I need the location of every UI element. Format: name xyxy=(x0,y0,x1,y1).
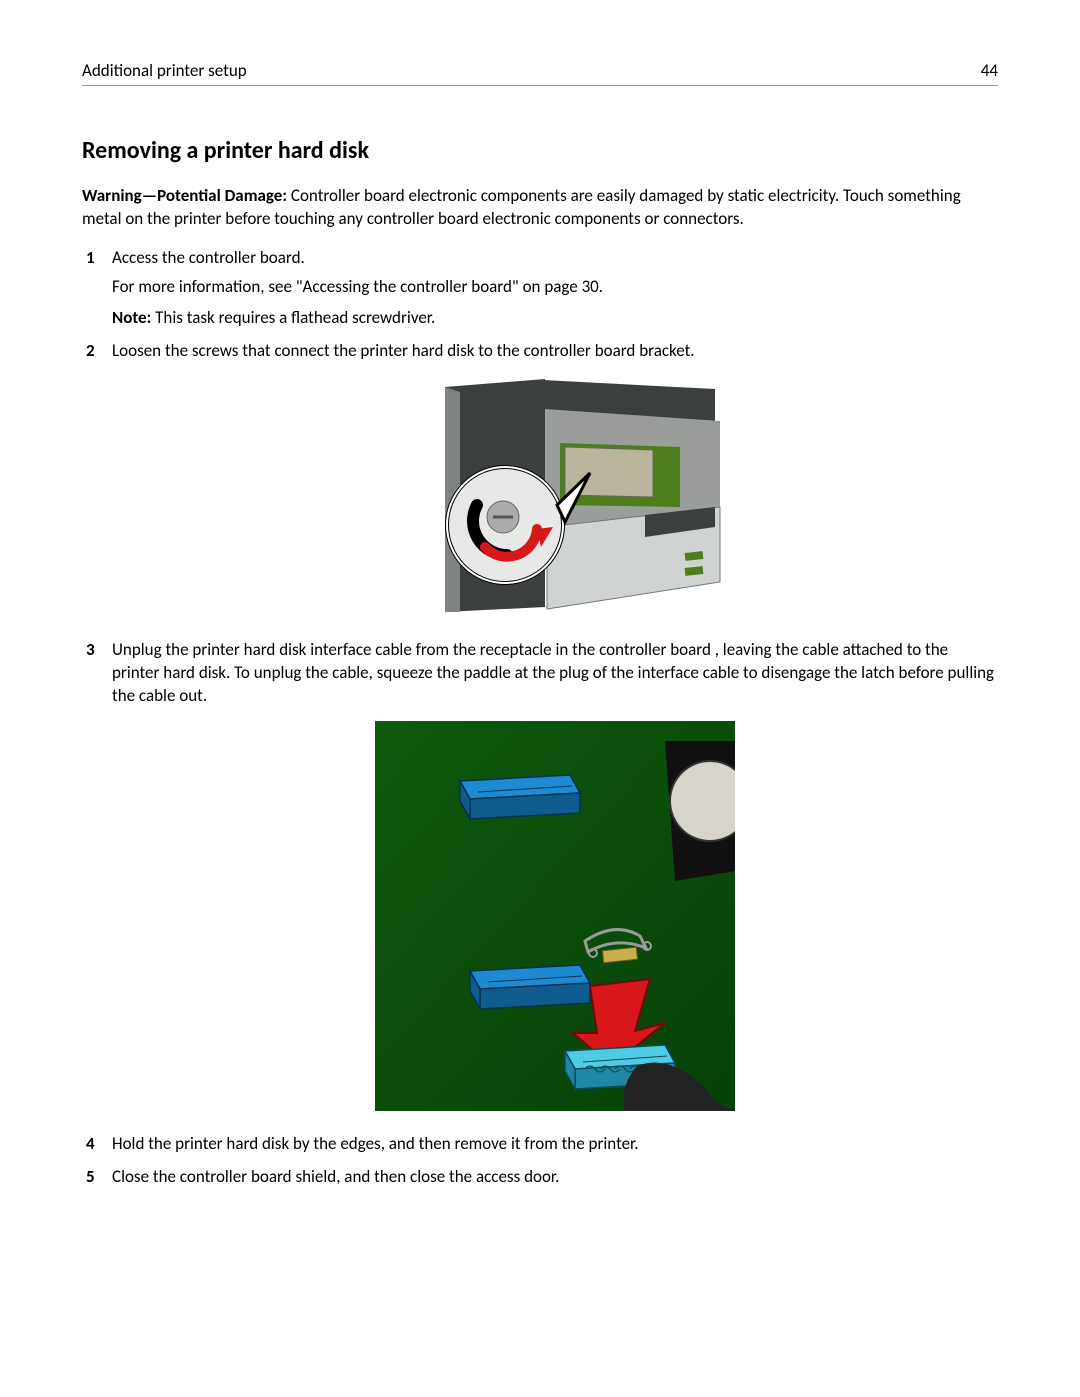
step-1: 1 Access the controller board. For more … xyxy=(108,247,998,330)
step-5: 5 Close the controller board shield, and… xyxy=(108,1166,998,1189)
page-title: Removing a printer hard disk xyxy=(82,136,998,165)
screw-loosen-illustration xyxy=(385,377,725,617)
step-4: 4 Hold the printer hard disk by the edge… xyxy=(108,1133,998,1156)
step-3: 3 Unplug the printer hard disk interface… xyxy=(108,639,998,1112)
header-page-number: 44 xyxy=(981,60,998,81)
step-number: 2 xyxy=(86,340,95,363)
figure-1 xyxy=(112,377,998,617)
note-label: Note: xyxy=(112,307,151,328)
step-note: Note: This task requires a flathead scre… xyxy=(112,307,998,330)
step-text: Close the controller board shield, and t… xyxy=(112,1166,559,1187)
step-text: Loosen the screws that connect the print… xyxy=(112,340,695,361)
step-number: 4 xyxy=(86,1133,95,1156)
step-2: 2 Loosen the screws that connect the pri… xyxy=(108,340,998,617)
step-text: Hold the printer hard disk by the edges,… xyxy=(112,1133,639,1154)
step-number: 3 xyxy=(86,639,95,662)
note-text: This task requires a flathead screwdrive… xyxy=(155,307,435,328)
header-section: Additional printer setup xyxy=(82,60,247,81)
steps-list: 1 Access the controller board. For more … xyxy=(82,247,998,1189)
step-text: Access the controller board. xyxy=(112,247,305,268)
page-header: Additional printer setup 44 xyxy=(82,60,998,86)
step-text: Unplug the printer hard disk interface c… xyxy=(112,639,994,706)
cable-unplug-illustration xyxy=(375,721,735,1111)
step-number: 5 xyxy=(86,1166,95,1189)
step-number: 1 xyxy=(86,247,95,270)
figure-2 xyxy=(112,721,998,1111)
warning-paragraph: Warning—Potential Damage: Controller boa… xyxy=(82,185,998,231)
warning-label: Warning—Potential Damage: xyxy=(82,185,287,206)
step-sub: For more information, see "Accessing the… xyxy=(112,276,998,299)
